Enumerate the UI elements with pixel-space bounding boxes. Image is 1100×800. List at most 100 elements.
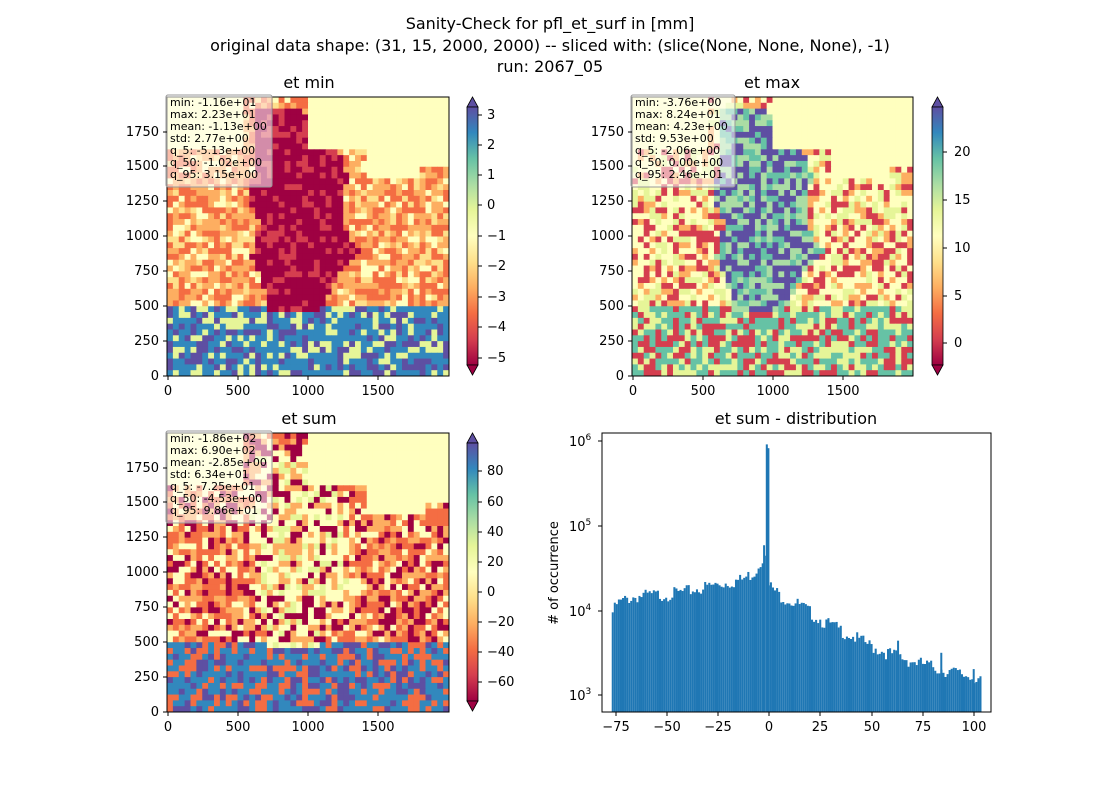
heatmap-cell [883,131,890,139]
heatmap-cell [402,300,409,307]
heatmap-cell [901,277,908,284]
heatmap-cell [407,306,415,313]
heatmap-cell [749,120,756,127]
heatmap-cell [214,364,221,371]
heatmap-cell [790,201,797,208]
heatmap-cell [308,236,315,243]
heatmap-cell [231,358,238,365]
heatmap-cell [684,271,691,278]
heatmap-cell [831,126,838,133]
heatmap-cell [708,312,715,319]
heatmap-cell [655,294,662,301]
heatmap-cell [772,288,779,296]
heatmap-cell [877,259,885,266]
heatmap-cell [431,283,438,290]
heatmap-cell [325,346,332,354]
heatmap-cell [343,253,350,261]
heatmap-cell [355,312,362,319]
heatmap-cell [696,288,703,296]
heatmap-cell [225,294,233,301]
heatmap-cell [402,306,409,313]
heatmap-cell [390,358,397,365]
heatmap-cell [825,126,832,133]
heatmap-cell [243,195,250,203]
heatmap-cell [278,143,285,150]
heatmap-cell [384,166,391,173]
heatmap-cell [355,433,362,440]
heatmap-cell [413,120,421,127]
heatmap-cell [413,248,421,255]
heatmap-cell [313,230,321,237]
heatmap-cell [431,370,438,377]
heatmap-cell [308,462,315,469]
heatmap-cell [637,352,645,359]
heatmap-cell [272,149,280,156]
heatmap-cell [296,137,303,144]
heatmap-cell [842,97,849,104]
heatmap-cell [243,242,250,249]
heatmap-cell [308,224,315,232]
heatmap-cell [754,102,762,110]
heatmap-cell [801,102,809,110]
heatmap-cell [743,201,750,208]
colorbar-tick-label: −2 [487,259,506,274]
heatmap-cell [725,312,732,319]
heatmap-cell [172,236,180,243]
heatmap-cell [331,224,338,232]
heatmap-cell [860,195,867,203]
heatmap-cell [225,312,233,319]
heatmap-cell [860,323,867,330]
heatmap-cell [772,335,779,342]
heatmap-cell [308,201,315,208]
heatmap-cell [319,236,327,243]
heatmap-cell [743,178,750,185]
heatmap-cell [337,323,344,330]
heatmap-cell [325,335,332,342]
heatmap-cell [801,248,809,255]
heatmap-cell [854,178,861,185]
heatmap-cell [661,300,668,307]
heatmap-cell [407,172,415,179]
heatmap-cell [795,277,803,284]
heatmap-cell [331,265,338,272]
heatmap-cell [690,352,697,359]
heatmap-cell [743,306,750,313]
heatmap-cell [419,248,426,255]
heatmap-cell [795,265,803,272]
heatmap-cell [214,358,221,365]
heatmap-cell [355,219,362,226]
heatmap-cell [313,219,321,226]
heatmap-cell [396,300,403,307]
heatmap-cell [196,358,203,365]
heatmap-cell [872,352,879,359]
heatmap-cell [302,236,309,243]
heatmap-cell [632,341,639,348]
heatmap-cell [731,265,738,272]
heatmap-cell [396,450,403,457]
heatmap-cell [425,323,432,330]
heatmap-cell [337,166,344,173]
heatmap-cell [901,108,908,115]
colorbar-et-max: 20 15 10 5 0 [931,96,971,376]
heatmap-cell [848,190,855,197]
heatmap-cell [719,277,727,284]
heatmap-cell [877,207,885,214]
heatmap-cell [407,438,415,446]
heatmap-cell [743,219,750,226]
heatmap-cell [655,201,662,208]
heatmap-cell [743,172,750,179]
heatmap-cell [766,242,773,249]
heatmap-cell [337,283,344,290]
heatmap-cell [355,300,362,307]
heatmap-cell [801,114,809,121]
heatmap-cell [872,323,879,330]
heatmap-cell [866,271,873,278]
heatmap-cell [431,259,438,266]
heatmap-cell [413,224,421,232]
heatmap-cell [425,97,432,104]
heatmap-cell [766,120,773,127]
heatmap-cell [261,224,268,232]
heatmap-cell [877,213,885,220]
heatmap-cell [825,190,832,197]
